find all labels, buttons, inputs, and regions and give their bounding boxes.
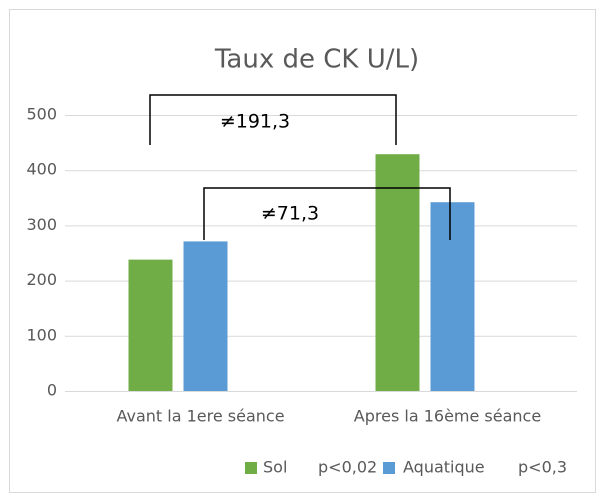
annotation: ≠191,3 <box>220 111 290 133</box>
y-tick-label: 100 <box>26 325 57 344</box>
legend-note: p<0,3 <box>518 458 567 477</box>
annotation: ≠71,3 <box>261 203 319 225</box>
y-tick-label: 200 <box>26 270 57 289</box>
legend-label: Sol <box>263 458 287 477</box>
x-tick-label: Avant la 1ere séance <box>116 407 284 426</box>
legend-label: Aquatique <box>403 458 485 477</box>
bracket <box>149 94 397 145</box>
legend-note: p<0,02 <box>318 458 377 477</box>
chart-frame <box>9 9 596 493</box>
bar <box>430 202 475 391</box>
y-tick-label: 300 <box>26 215 57 234</box>
chart-title: Taux de CK U/L) <box>214 45 419 75</box>
y-tick-label: 400 <box>26 160 57 179</box>
legend-swatch <box>245 462 257 474</box>
legend-swatch <box>383 462 395 474</box>
plot: 0 100 200 300 400 500 Avant la 1ere séance Apre… <box>26 105 577 477</box>
bar <box>375 154 420 391</box>
y-tick-label: 0 <box>47 381 57 400</box>
bar <box>183 241 228 391</box>
bracket <box>203 187 451 240</box>
bar <box>128 259 173 391</box>
y-tick-label: 500 <box>26 105 57 124</box>
x-tick-label: Apres la 16ème séance <box>354 407 541 426</box>
